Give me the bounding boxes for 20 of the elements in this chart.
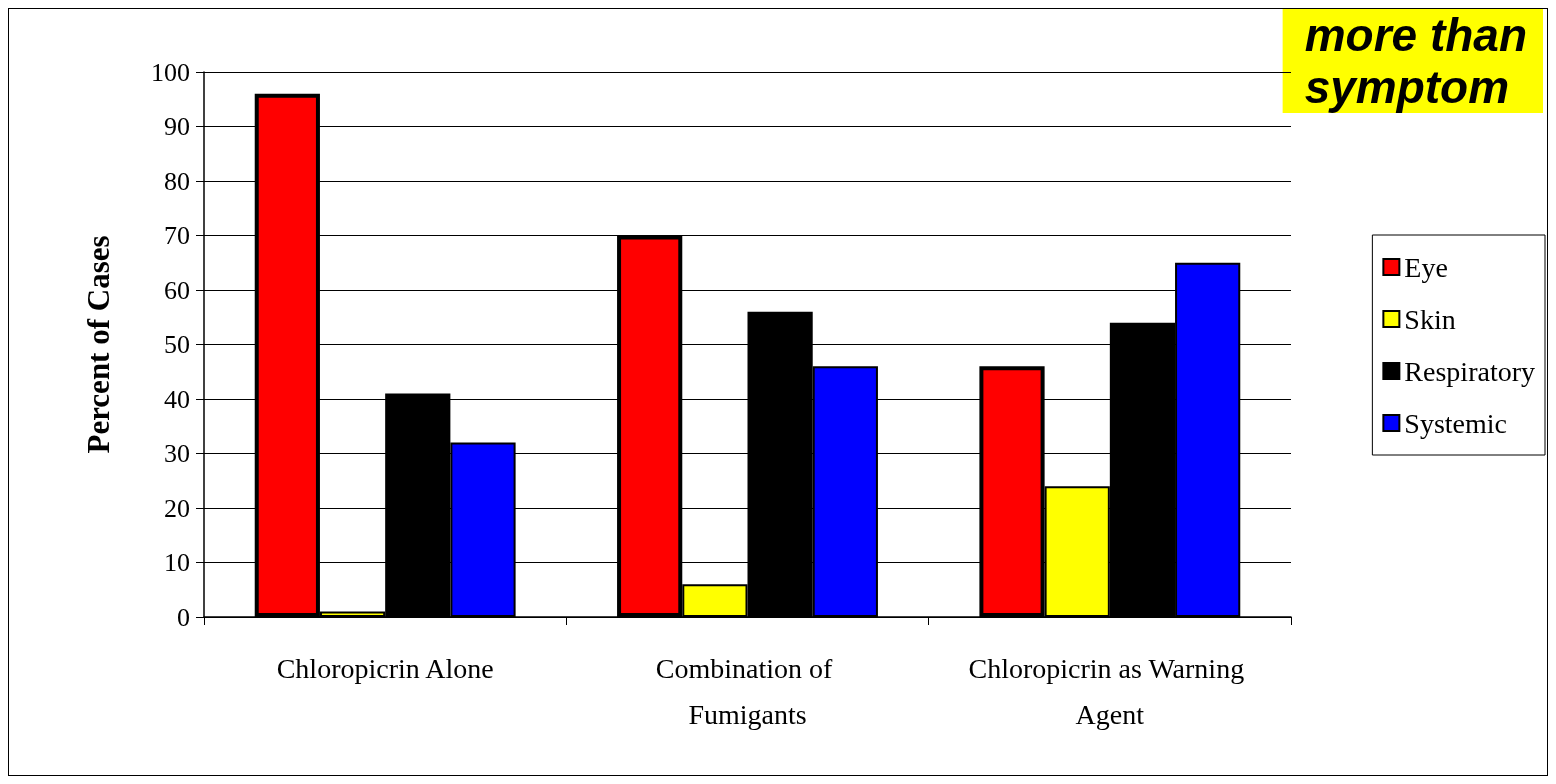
y-tick-label: 70 — [164, 221, 190, 250]
legend-label: Respiratory — [1404, 355, 1536, 387]
text: more than symptom — [1304, 9, 1528, 113]
y-tick-label: 80 — [164, 166, 190, 196]
y-tick-label: 90 — [164, 112, 190, 141]
x-tick-label: Chloropicrin as Warning Agent — [968, 652, 1252, 730]
x-tick-label: Chloropicrin Alone — [276, 652, 494, 684]
y-tick-label: 10 — [164, 548, 190, 577]
y-tick-label: 60 — [164, 275, 190, 305]
y-tick-label: 20 — [164, 493, 190, 523]
x-tick-label: Combination of Fumigants — [655, 652, 840, 730]
y-tick-label: 100 — [151, 57, 190, 87]
y-tick-label: 30 — [164, 439, 190, 468]
y-tick-label: 40 — [164, 384, 190, 414]
legend-label: Skin — [1404, 303, 1456, 335]
y-axis-title: Percent of Cases — [81, 235, 116, 454]
y-tick-label: 50 — [164, 330, 190, 359]
legend-label: Systemic — [1404, 407, 1508, 439]
y-tick-label: 0 — [177, 602, 190, 632]
legend-label: Eye — [1404, 251, 1448, 283]
